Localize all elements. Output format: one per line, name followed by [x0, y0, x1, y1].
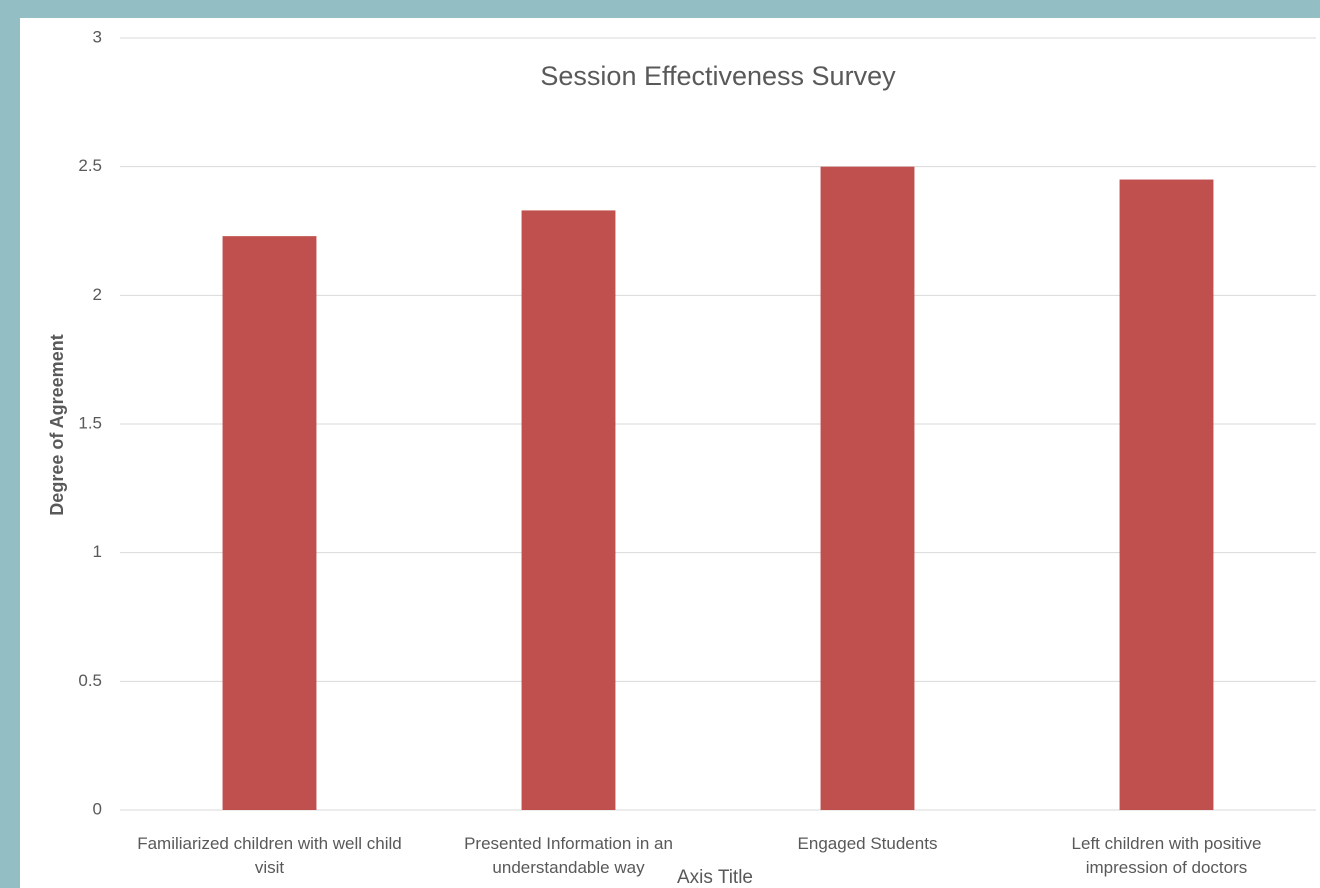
y-tick-label: 3 [93, 27, 102, 46]
chart: Session Effectiveness Survey Degree of A… [47, 27, 1316, 888]
bar [820, 166, 915, 810]
y-axis-title: Degree of Agreement [47, 334, 67, 515]
y-tick-label: 1 [93, 542, 102, 561]
bar [521, 210, 616, 810]
chart-area: Session Effectiveness Survey Degree of A… [20, 18, 1320, 888]
y-tick-label: 0.5 [78, 671, 102, 690]
y-tick-label: 2.5 [78, 156, 102, 175]
y-tick-label: 0 [93, 799, 102, 818]
x-tick-label: Presented Information in an understandab… [464, 834, 673, 877]
x-tick-label: Familiarized children with well child vi… [137, 834, 402, 877]
bar [1119, 179, 1214, 811]
bar [222, 236, 317, 810]
x-tick-label: Engaged Students [797, 834, 938, 853]
x-axis-title: Axis Title [677, 867, 753, 888]
chart-title: Session Effectiveness Survey [540, 61, 896, 91]
y-tick-label: 2 [93, 285, 102, 304]
x-tick-label: Left children with positive impression o… [1071, 834, 1262, 877]
y-tick-label: 1.5 [78, 413, 102, 432]
